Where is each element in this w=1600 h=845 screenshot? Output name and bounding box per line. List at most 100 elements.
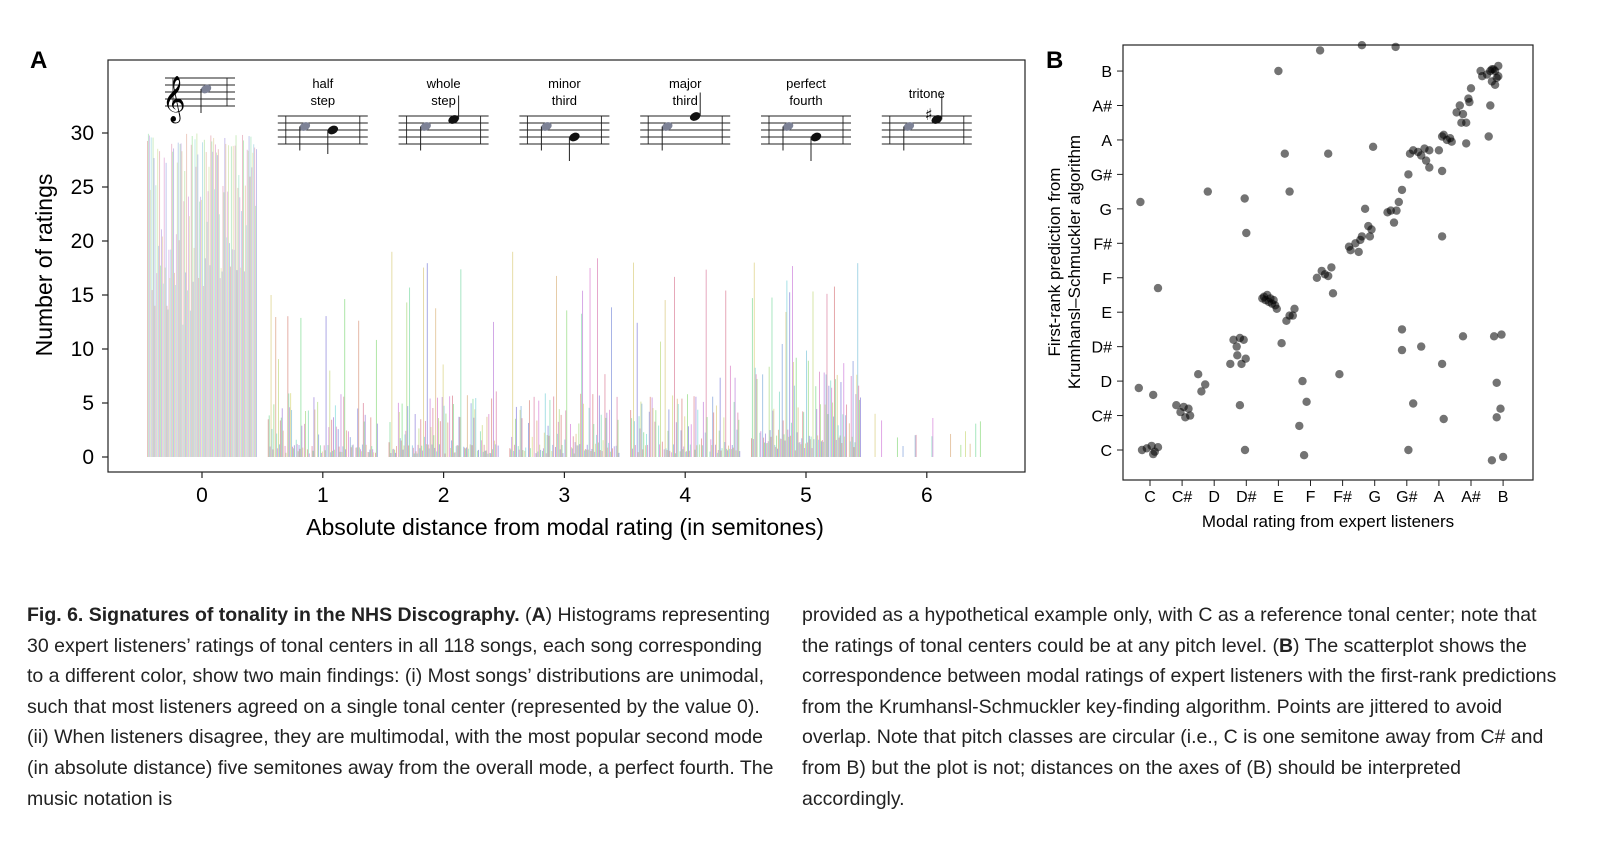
histogram-bar bbox=[601, 451, 603, 457]
histogram-bar bbox=[465, 447, 467, 457]
histogram-bar bbox=[325, 316, 327, 457]
histogram-bar bbox=[360, 449, 362, 457]
histogram-bar bbox=[419, 448, 421, 457]
histogram-bar bbox=[356, 447, 358, 457]
histogram-bar bbox=[809, 439, 811, 457]
x-tick-label: A# bbox=[1461, 489, 1481, 506]
y-tick-label: 10 bbox=[71, 338, 94, 361]
x-tick-label: F# bbox=[1333, 489, 1352, 506]
histogram-bar bbox=[423, 267, 425, 457]
histogram-bar bbox=[397, 402, 399, 457]
histogram-bar bbox=[237, 187, 239, 457]
histogram-bar bbox=[281, 408, 283, 457]
histogram-bar bbox=[600, 414, 602, 457]
histogram-bar bbox=[457, 445, 459, 457]
histogram-bar bbox=[460, 269, 462, 457]
scatter-point bbox=[1153, 443, 1163, 452]
histogram-bar bbox=[775, 446, 777, 457]
histogram-bar bbox=[852, 361, 854, 457]
histogram-bar bbox=[225, 143, 227, 457]
histogram-bar bbox=[168, 249, 170, 457]
histogram-bar bbox=[697, 409, 699, 457]
histogram-bar bbox=[267, 419, 269, 457]
scatter-point bbox=[1457, 118, 1466, 127]
histogram-bar bbox=[334, 405, 336, 457]
histogram-bar bbox=[296, 444, 298, 457]
scatter-point bbox=[1360, 204, 1370, 213]
histogram-bar bbox=[453, 452, 455, 457]
histogram-bar bbox=[375, 452, 376, 457]
histogram-bar bbox=[287, 316, 289, 457]
histogram-bar bbox=[450, 448, 452, 457]
histogram-bar bbox=[239, 197, 241, 458]
histogram-bar bbox=[811, 448, 813, 457]
y-tick-label: E bbox=[1101, 305, 1112, 322]
scatter-point bbox=[1136, 197, 1145, 207]
histogram-bar bbox=[304, 423, 306, 457]
histogram-bar bbox=[606, 412, 608, 457]
histogram-bar bbox=[658, 425, 660, 457]
histogram-bar bbox=[276, 433, 278, 457]
histogram-bar bbox=[688, 426, 689, 457]
y-tick-label: 5 bbox=[82, 392, 94, 415]
histogram-bar bbox=[841, 443, 843, 457]
histogram-bar bbox=[291, 410, 293, 457]
histogram-bar bbox=[791, 422, 793, 457]
scatter-point bbox=[1425, 146, 1434, 155]
histogram-bar bbox=[154, 305, 156, 457]
histogram-bar bbox=[874, 413, 876, 457]
histogram-bar bbox=[184, 170, 186, 457]
histogram-bar bbox=[365, 444, 367, 457]
interval-label: step bbox=[431, 93, 456, 108]
histogram-bar bbox=[649, 396, 651, 457]
histogram-bar bbox=[669, 450, 671, 457]
histogram-bar bbox=[915, 434, 917, 457]
histogram-bar bbox=[583, 403, 584, 457]
histogram-bar bbox=[565, 410, 567, 457]
histogram-bar bbox=[238, 175, 240, 458]
interval-label: fourth bbox=[789, 93, 822, 108]
histogram-bar bbox=[328, 427, 330, 457]
note bbox=[327, 125, 339, 135]
histogram-bar bbox=[839, 435, 841, 457]
y-tick-label: 25 bbox=[71, 176, 94, 199]
histogram-bar bbox=[367, 452, 369, 457]
histogram-bar bbox=[437, 397, 438, 457]
histogram-bar bbox=[442, 364, 444, 457]
histogram-bar bbox=[234, 145, 236, 457]
histogram-bar bbox=[469, 444, 471, 457]
scatter-point bbox=[1425, 163, 1434, 172]
note bbox=[569, 132, 580, 142]
histogram-bar bbox=[222, 185, 224, 458]
scatter-point bbox=[1328, 289, 1338, 298]
histogram-bar bbox=[607, 447, 609, 457]
histogram-bar bbox=[395, 452, 397, 457]
scatter-point bbox=[1233, 351, 1242, 360]
histogram-bar bbox=[582, 290, 584, 457]
histogram-bar bbox=[362, 403, 364, 457]
histogram-bar bbox=[200, 196, 202, 457]
histogram-bar bbox=[313, 397, 315, 457]
histogram-bar bbox=[160, 265, 161, 457]
histogram-bar bbox=[478, 449, 480, 457]
histogram-bar bbox=[806, 350, 807, 457]
histogram-bar bbox=[711, 445, 713, 457]
histogram-bar bbox=[721, 448, 723, 457]
histogram-bar bbox=[548, 435, 550, 457]
histogram-bar bbox=[311, 446, 313, 457]
note bbox=[299, 122, 311, 131]
histogram-bar bbox=[785, 311, 787, 457]
histogram-bar bbox=[611, 448, 613, 457]
histogram-bar bbox=[429, 398, 431, 457]
histogram-bar bbox=[330, 452, 332, 457]
histogram-bar bbox=[305, 411, 307, 457]
histogram-bar bbox=[215, 152, 217, 458]
histogram-bar bbox=[849, 441, 851, 457]
histogram-bar bbox=[455, 446, 457, 457]
histogram-bar bbox=[288, 393, 290, 457]
histogram-bar bbox=[902, 446, 904, 457]
scatter-point bbox=[1312, 273, 1322, 282]
histogram-bar bbox=[818, 439, 820, 457]
histogram-bar bbox=[364, 414, 366, 457]
histogram-bar bbox=[931, 436, 933, 457]
